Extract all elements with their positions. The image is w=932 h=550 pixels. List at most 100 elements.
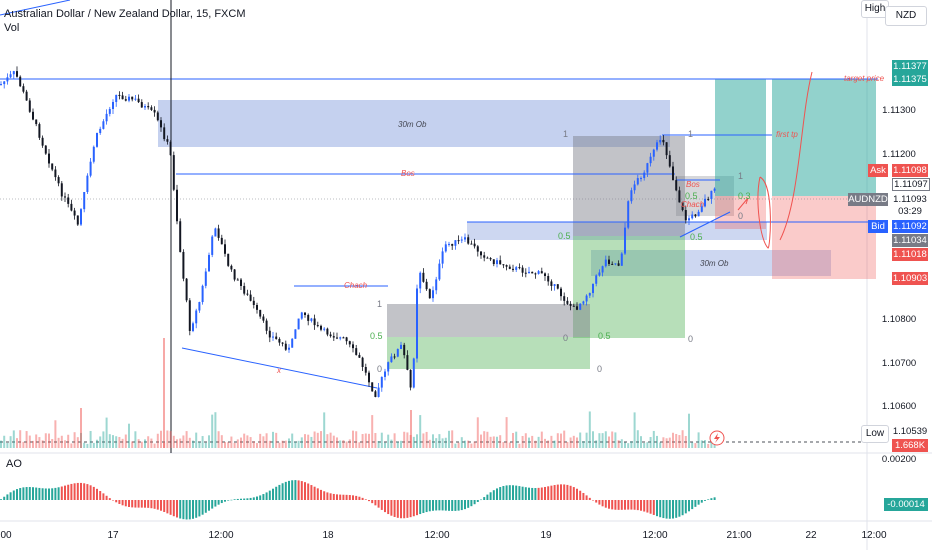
candle-body: [310, 318, 313, 321]
ao-bar: [105, 495, 108, 500]
volume-bar: [400, 440, 402, 448]
candle-body: [547, 276, 550, 282]
ao-bar: [9, 492, 12, 500]
fib-level: 0.3: [738, 191, 751, 201]
currency-button[interactable]: NZD: [885, 6, 927, 26]
ao-bar: [83, 483, 86, 500]
candle-body: [265, 320, 268, 331]
fib-level: 0.5: [558, 231, 571, 241]
ao-bar: [508, 485, 511, 500]
candle-body: [441, 251, 444, 264]
ao-bar: [665, 500, 668, 519]
ao-bar: [192, 500, 194, 519]
volume-bar: [105, 417, 108, 448]
volume-bar: [672, 432, 674, 448]
candle-body: [227, 253, 230, 266]
volume-bar: [412, 436, 415, 448]
candle-body: [147, 106, 150, 108]
ao-bar: [288, 480, 290, 500]
candle-body: [329, 334, 332, 337]
volume-bar: [518, 443, 521, 448]
ao-bar: [515, 485, 518, 500]
ao-bar: [662, 500, 665, 519]
candle-body: [195, 310, 198, 324]
ao-bar: [678, 500, 681, 517]
candle-body: [707, 198, 710, 200]
ao-bar: [544, 486, 546, 500]
volume-bar: [515, 431, 518, 448]
ao-bar: [134, 500, 137, 508]
ao-bar: [172, 500, 175, 517]
price-tick: 1.11300: [882, 105, 916, 116]
candle-body: [480, 251, 482, 256]
ao-bar: [412, 500, 415, 517]
ao-bar: [652, 500, 655, 515]
ao-bar: [396, 500, 399, 518]
candle-body: [182, 251, 185, 279]
volume-bar: [371, 415, 374, 448]
volume-bar: [665, 438, 668, 448]
candle-body: [192, 323, 194, 331]
ao-bar: [470, 500, 473, 507]
ao-bar: [176, 500, 178, 518]
low-button[interactable]: Low: [861, 425, 889, 443]
ao-bar: [160, 500, 162, 511]
volume-bar: [291, 433, 294, 448]
volume-bar: [236, 439, 239, 448]
time-label: 12:00: [208, 530, 234, 541]
ao-bar: [60, 486, 63, 500]
volume-bar: [598, 433, 601, 448]
candle-body: [144, 106, 146, 108]
candle-body: [259, 309, 262, 317]
candle-body: [348, 341, 351, 345]
candle-body: [368, 372, 370, 383]
volume-bar: [102, 431, 105, 448]
ao-bar: [211, 500, 214, 509]
candle-body: [179, 221, 182, 252]
volume-bar: [560, 433, 562, 448]
ao-bar: [294, 480, 297, 500]
volume-bar: [361, 434, 364, 448]
ao-bar: [582, 492, 585, 500]
volume-bar: [224, 441, 226, 448]
long-position-target-a: [715, 79, 766, 196]
candle-body: [665, 142, 668, 156]
candle-body: [499, 260, 502, 265]
volume-bar: [182, 435, 185, 448]
ao-bar: [656, 500, 658, 517]
candle-body: [521, 267, 524, 273]
volume-bar: [19, 430, 22, 448]
time-label: 00: [0, 530, 12, 541]
candle-body: [6, 77, 9, 82]
ao-value: -0.00014: [884, 498, 928, 511]
candle-body: [560, 288, 562, 297]
candle-body: [585, 295, 588, 302]
ao-bar: [147, 500, 150, 508]
ao-bar: [697, 500, 700, 505]
ao-bar: [649, 500, 652, 514]
candle-body: [32, 111, 34, 120]
ao-bar: [236, 498, 239, 500]
first-tp-label: first tp: [776, 130, 798, 139]
candle-body: [12, 71, 15, 75]
fib-level: 0: [688, 334, 694, 344]
candle-body: [531, 271, 534, 274]
volume-bar: [208, 435, 210, 448]
candle-body: [297, 318, 300, 330]
ao-bar: [272, 488, 274, 500]
candle-body: [224, 244, 226, 254]
candle-body: [176, 189, 178, 222]
volume-bar: [313, 431, 316, 448]
candle-body: [624, 227, 626, 254]
ao-bar: [704, 500, 706, 501]
candle-body: [492, 259, 495, 265]
volume-bar: [118, 436, 121, 448]
chach-label-small: Chach: [681, 200, 705, 209]
candle-body: [278, 338, 281, 343]
ao-bar: [483, 497, 486, 500]
lightning-glyph: [714, 433, 720, 443]
candle-body: [22, 86, 25, 92]
candle-body: [544, 273, 546, 277]
volume-bar: [576, 437, 578, 448]
